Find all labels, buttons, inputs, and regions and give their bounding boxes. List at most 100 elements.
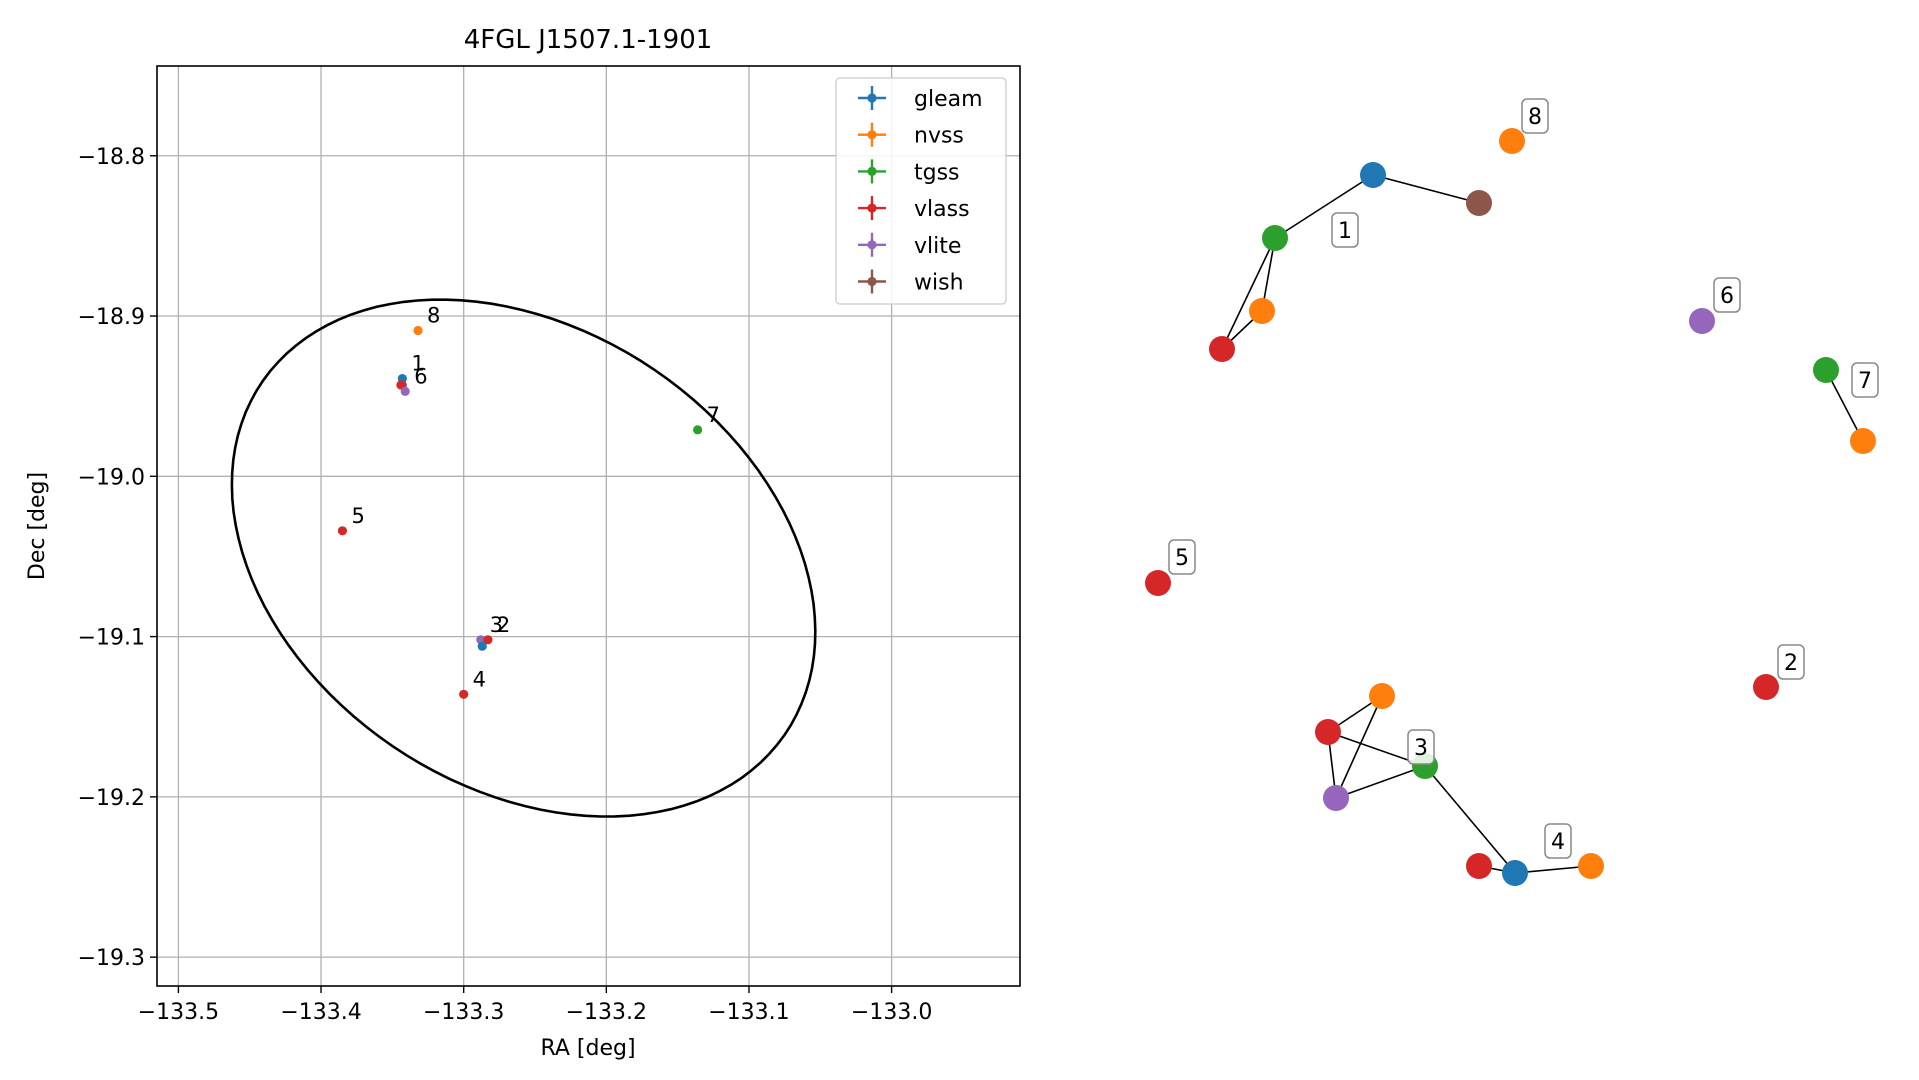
network-label-text: 5 [1175,546,1189,571]
legend-label: vlite [914,234,961,259]
point-vlass [483,635,493,645]
network-node-vlass [1753,674,1779,700]
crossmatch-network-graph: 1 8 6 7 5 2 3 4 [1145,98,1879,886]
legend: gleam nvss tgss vlass vlite wish [835,77,1007,305]
network-node-nvss [1249,298,1275,324]
point-label: 5 [351,504,364,528]
legend-label: tgss [914,160,960,185]
network-node-gleam [1360,162,1386,188]
network-node-tgss [1262,225,1288,251]
x-tick-label: −133.2 [566,1000,647,1025]
x-tick-label: −133.0 [851,1000,932,1025]
network-group-labels: 1 8 6 7 5 2 3 4 [1168,98,1879,859]
y-tick-label: −18.9 [78,305,145,330]
network-label-text: 4 [1551,830,1565,855]
y-tick-label: −18.8 [78,145,145,170]
y-tick-label: −19.2 [78,786,145,811]
network-label-text: 3 [1414,736,1428,761]
point-label: 6 [414,364,427,388]
network-label-text: 8 [1528,105,1542,130]
network-group-label: 6 [1713,277,1741,313]
network-node-nvss [1850,428,1876,454]
y-tick-label: −19.0 [78,465,145,490]
network-label-text: 2 [1784,651,1798,676]
point-tgss [693,425,703,435]
scatter-points [337,325,703,699]
point-nvss [413,325,423,336]
network-node-nvss [1578,853,1604,879]
legend-marker [867,240,877,250]
network-label-box [1777,644,1805,680]
axis-ticks: −133.5 −133.4 −133.3 −133.2 −133.1 −133.0 −18.… [78,145,933,1025]
network-node-vlass [1209,336,1235,362]
network-label-box [1331,212,1359,248]
legend-label: vlass [914,197,970,222]
network-edge [1424,765,1516,874]
network-label-box [1407,729,1435,765]
point-label: 2 [497,613,510,637]
x-tick-label: −133.3 [423,1000,504,1025]
network-node-gleam [1502,860,1528,886]
point-vlass [459,689,469,699]
network-label-text: 1 [1338,219,1352,244]
network-node-nvss [1499,128,1525,154]
network-label-box [1521,98,1549,134]
network-node-tgss [1813,357,1839,383]
network-node-vlass [1466,853,1492,879]
network-node-nvss [1369,683,1395,709]
network-edge [1335,765,1426,799]
x-tick-label: −133.5 [138,1000,219,1025]
network-group-label: 1 [1331,212,1359,248]
y-tick-label: −19.3 [78,946,145,971]
network-edge [1372,174,1480,204]
point-label: 4 [473,667,486,691]
grid-lines [157,66,1020,986]
legend-item-tgss: tgss [858,159,960,185]
network-group-label: 3 [1407,729,1435,765]
network-node-wish [1466,190,1492,216]
network-edge [1335,695,1383,799]
legend-item-vlass: vlass [858,196,970,222]
network-label-box [1544,823,1572,859]
y-tick-label: −19.1 [78,626,145,651]
network-group-label: 8 [1521,98,1549,134]
y-axis-label: Dec [deg] [25,472,50,580]
axes-frame [156,65,1021,987]
point-label: 3 [490,613,503,637]
network-nodes [1145,128,1876,886]
network-label-text: 6 [1720,284,1734,309]
network-label-box [1168,539,1196,575]
point-labels: 16 8 7 5 32 4 [351,303,720,691]
point-label: 1 [411,352,424,376]
legend-item-nvss: nvss [858,122,964,149]
network-group-label: 4 [1544,823,1572,859]
legend-marker [867,166,877,176]
legend-item-gleam: gleam [858,86,983,112]
legend-marker [867,130,877,140]
network-node-vlass [1145,570,1171,596]
network-label-text: 7 [1858,369,1872,394]
legend-marker [867,276,877,287]
network-label-box [1851,362,1879,398]
point-vlass [337,526,348,536]
network-node-vlite [1689,308,1715,334]
chart-title: 4FGL J1507.1-1901 [464,25,713,55]
x-tick-label: −133.1 [708,1000,789,1025]
point-label: 7 [707,403,720,427]
network-label-box [1713,277,1741,313]
network-edge [1221,237,1276,350]
legend-marker [867,93,877,103]
point-gleam [477,641,487,651]
network-group-label: 7 [1851,362,1879,398]
legend-item-wish: wish [858,269,964,296]
x-tick-label: −133.4 [280,1000,361,1025]
uncertainty-ellipse [230,298,817,818]
network-node-vlass [1315,719,1341,745]
point-vlite [400,386,410,396]
legend-marker [867,203,877,213]
network-node-vlite [1323,785,1349,811]
network-group-label: 2 [1777,644,1805,680]
legend-item-vlite: vlite [858,232,961,259]
